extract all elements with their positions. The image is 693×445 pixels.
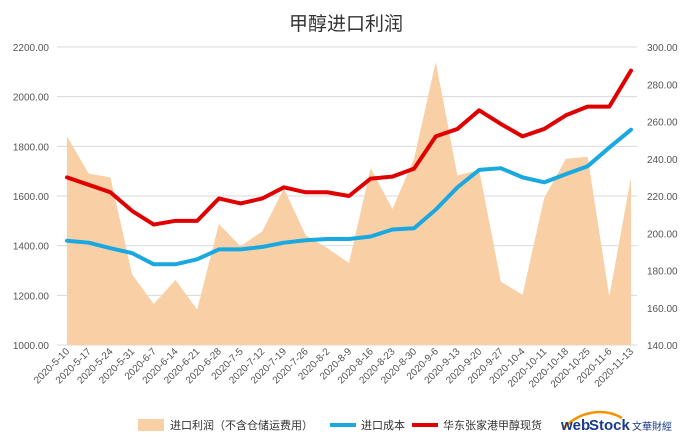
line-layer [65, 68, 633, 267]
legend-label-spot-price: 华东张家港甲醇现货 [443, 418, 542, 432]
legend: 进口利润（不含仓储运费用） 进口成本 华东张家港甲醇现货 [138, 418, 542, 432]
legend-swatch-import-profit [138, 419, 164, 431]
x-axis: 2020-5-102020-5-172020-5-242020-5-312020… [32, 346, 636, 390]
y-right-tick-label: 200.00 [647, 229, 678, 240]
y-left-tick-label: 1600.00 [13, 192, 50, 203]
area-layer [66, 61, 632, 346]
y-right-tick-label: 240.00 [647, 155, 678, 166]
y-axis-left: 1000.00 1200.00 1400.00 1600.00 1800.00 2000.… [13, 43, 50, 352]
y-right-tick-label: 180.00 [647, 267, 678, 278]
chart-title: 甲醇进口利润 [289, 13, 403, 35]
logo-text-stock: Stock [589, 417, 631, 434]
y-left-tick-label: 1800.00 [13, 142, 50, 153]
y-left-tick-label: 1400.00 [13, 242, 50, 253]
webstock-logo: web Stock 文華財經 [560, 410, 672, 434]
y-right-tick-label: 160.00 [647, 304, 678, 315]
area-series-import-profit [67, 61, 631, 346]
y-right-tick-label: 300.00 [647, 43, 678, 54]
grid-lines [57, 46, 637, 346]
y-right-tick-label: 260.00 [647, 118, 678, 129]
logo-text-cn: 文華財經 [632, 420, 672, 433]
y-right-tick-label: 140.00 [647, 341, 678, 352]
logo-text-web: web [560, 417, 590, 434]
y-left-tick-label: 1000.00 [13, 341, 50, 352]
legend-label-import-profit: 进口利润（不含仓储运费用） [170, 418, 313, 432]
logo-swoosh-icon [562, 410, 623, 430]
y-left-tick-label: 2000.00 [13, 93, 50, 104]
y-right-tick-label: 220.00 [647, 192, 678, 203]
y-axis-right: 140.00 160.00 180.00 200.00 220.00 240.00 260.… [647, 43, 678, 352]
y-left-tick-label: 1200.00 [13, 291, 50, 302]
legend-label-import-cost: 进口成本 [361, 418, 405, 432]
y-left-tick-label: 2200.00 [13, 43, 50, 54]
y-right-tick-label: 280.00 [647, 80, 678, 91]
